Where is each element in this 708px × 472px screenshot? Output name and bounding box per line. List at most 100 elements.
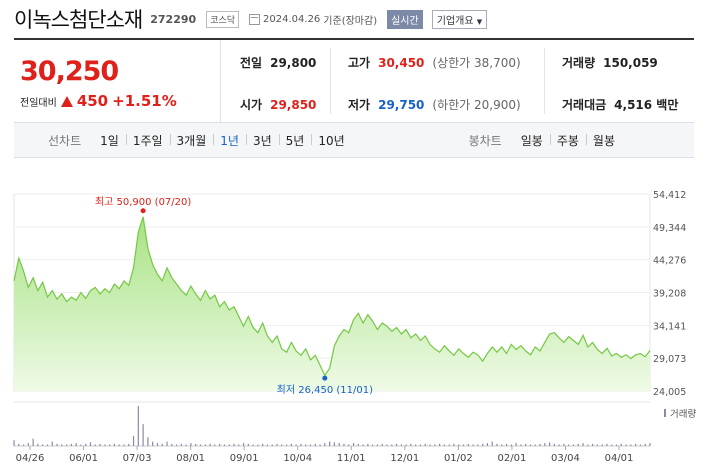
volume-bar: [367, 443, 369, 446]
tab-daily[interactable]: 일봉: [520, 133, 543, 148]
volume-bar: [386, 444, 388, 446]
volume-bar: [458, 444, 460, 446]
volume-bar: [42, 444, 44, 446]
x-tick-label: 12/01: [390, 453, 419, 464]
volume-bar: [582, 443, 584, 446]
line-chart-title: 선차트: [48, 133, 82, 148]
y-tick-label: 49,344: [653, 223, 686, 234]
volume-bar: [611, 444, 613, 446]
candle-tabs: 봉차트 일봉 주봉 월봉: [469, 132, 622, 149]
volume-bar: [214, 444, 216, 446]
volume-bar: [343, 443, 345, 446]
volume-bar: [51, 441, 53, 446]
chart-tabbar: 선차트 1일 1주일 3개월 1년 3년 5년 10년 봉차트 일봉 주봉 월봉: [14, 122, 694, 158]
volume-bar: [180, 443, 182, 446]
volume-bar: [419, 444, 422, 446]
price-panel: 30,250 전일대비 450 +1.51%: [14, 40, 221, 122]
volume-bar: [544, 443, 546, 446]
tab-1d[interactable]: 1일: [100, 133, 119, 148]
low-marker: [322, 375, 328, 381]
tab-monthly[interactable]: 월봉: [585, 132, 622, 149]
y-tick-label: 39,208: [653, 289, 686, 300]
volume-value: 150,059: [603, 56, 658, 70]
tab-1y[interactable]: 1년: [213, 132, 246, 149]
x-tick-label: 02/01: [497, 453, 526, 464]
stock-name: 이녹스첨단소재: [14, 8, 143, 32]
high-value: 30,450: [378, 56, 425, 70]
volume-bar: [219, 443, 221, 446]
high-label: 고가: [348, 56, 371, 70]
calendar-icon: [249, 13, 261, 25]
volume-bar: [462, 444, 465, 446]
high-annotation: 최고 50,900 (07/20): [95, 196, 191, 208]
volume-bar: [429, 444, 431, 446]
tab-1w[interactable]: 1주일: [125, 132, 170, 149]
volume-bar: [548, 442, 551, 446]
volume-bar: [477, 444, 479, 446]
volume-bar: [233, 443, 235, 446]
price-area: [14, 216, 650, 391]
volume-bar: [601, 444, 603, 446]
low-annotation: 최저 26,450 (11/01): [277, 384, 373, 396]
amount-label: 거래대금: [562, 98, 607, 112]
stat-divider: [330, 48, 331, 114]
volume-bar: [453, 443, 455, 446]
y-tick-label: 24,005: [653, 387, 686, 398]
volume-bar: [615, 444, 618, 446]
stock-header: 이녹스첨단소재 272290 코스닥 2024.04.26 기준(장마감) 실시…: [14, 6, 488, 32]
open-label: 시가: [240, 98, 263, 112]
tab-5y[interactable]: 5년: [278, 132, 312, 149]
tab-weekly[interactable]: 주봉: [549, 132, 586, 149]
volume-bar: [257, 444, 259, 446]
current-price: 30,250: [20, 56, 119, 87]
volume-bar: [410, 443, 412, 446]
volume-bar: [592, 443, 594, 446]
tab-3y[interactable]: 3년: [245, 132, 279, 149]
volume-bar: [587, 444, 589, 446]
volume-bar: [175, 444, 178, 446]
y-tick-label: 54,412: [653, 190, 686, 201]
volume-bar: [271, 444, 273, 446]
x-tick-label: 01/02: [444, 453, 473, 464]
volume-bar: [568, 444, 570, 446]
price-chart[interactable]: 54,412 49,344 44,276 39,208 34,141 29,073 24,0…: [0, 158, 708, 472]
volume-bar: [510, 444, 512, 446]
volume-bar: [625, 444, 627, 446]
volume-bar: [109, 444, 111, 446]
volume-bar: [13, 440, 15, 446]
price-line: [13, 216, 651, 377]
volume-bar: [152, 441, 154, 446]
prev-label: 전일: [240, 56, 263, 70]
volume-bar: [61, 444, 63, 446]
volume-bar: [123, 444, 125, 446]
tab-10y[interactable]: 10년: [311, 132, 351, 149]
volume-bar: [558, 444, 560, 446]
volume-bar: [99, 443, 101, 446]
volume-bar: [333, 442, 335, 446]
volume-bar: [467, 443, 469, 446]
x-tick-label: 08/01: [176, 453, 205, 464]
prev-value: 29,800: [270, 56, 317, 70]
volume-bar: [501, 444, 503, 446]
volume-bar: [319, 444, 321, 446]
volume-bar: [539, 443, 541, 446]
volume-bar: [415, 444, 417, 446]
volume-bar: [295, 444, 297, 446]
volume-bar: [285, 444, 288, 446]
volume-bar: [223, 444, 226, 446]
volume-bar: [161, 443, 163, 446]
volume-bar: [381, 443, 383, 446]
volume-legend-swatch: [664, 409, 666, 417]
company-overview-button[interactable]: 기업개요 ▼: [431, 9, 488, 29]
y-tick-label: 44,276: [653, 256, 686, 267]
volume-bar: [309, 444, 312, 446]
volume-bar: [525, 443, 527, 446]
volume-bar: [18, 443, 20, 446]
tab-3m[interactable]: 3개월: [169, 132, 214, 149]
volume-bar: [448, 444, 450, 446]
realtime-button[interactable]: 실시간: [387, 9, 423, 29]
lower-limit: (하한가 20,900): [432, 98, 521, 112]
volume-bar: [630, 444, 632, 446]
y-tick-label: 34,141: [653, 321, 686, 332]
candle-chart-title: 봉차트: [468, 133, 502, 148]
